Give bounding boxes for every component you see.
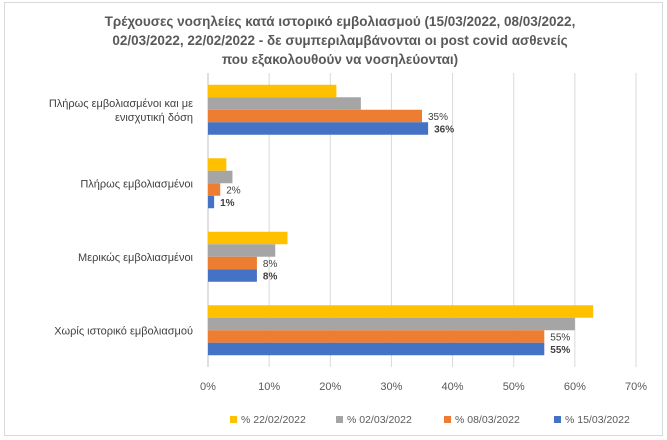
legend-swatch [444, 416, 451, 423]
data-label: 36% [434, 124, 454, 135]
bar [208, 269, 257, 282]
data-label: 55% [550, 332, 570, 343]
bar [208, 231, 288, 245]
category-label: Πλήρως εμβολιασμένοι και με [49, 98, 193, 110]
bar [208, 330, 545, 343]
data-label: 2% [226, 185, 241, 196]
data-label: 1% [220, 198, 235, 209]
bar [208, 195, 215, 209]
category-label: Πλήρως εμβολιασμένοι [80, 178, 193, 190]
data-label: 8% [263, 259, 278, 270]
x-tick-label: 60% [564, 381, 586, 393]
legend-swatch [336, 416, 343, 423]
bar [208, 122, 429, 135]
bar [208, 256, 257, 270]
legend-swatch [230, 416, 237, 423]
category-label: ενισχυτική δόση [115, 112, 193, 124]
bar [208, 170, 233, 184]
legend-swatch [554, 416, 561, 423]
data-label: 55% [550, 345, 570, 356]
chart-title-line-3: που εξακολουθούν να νοσηλεύονται) [221, 52, 459, 67]
legend-label: % 08/03/2022 [455, 414, 520, 426]
x-tick-label: 40% [442, 381, 464, 393]
bar [208, 158, 227, 171]
x-tick-label: 0% [200, 381, 216, 393]
category-label: Μερικώς εμβολιασμένοι [78, 252, 194, 264]
bar [208, 84, 337, 98]
chart-frame [4, 2, 663, 436]
bar [208, 183, 221, 196]
bar [208, 109, 422, 123]
legend-label: % 02/03/2022 [347, 414, 412, 426]
bar [208, 305, 594, 318]
x-tick-label: 30% [380, 381, 402, 393]
bar [208, 317, 575, 331]
legend-label: % 15/03/2022 [565, 414, 630, 426]
x-tick-label: 50% [503, 381, 525, 393]
legend-label: % 22/02/2022 [241, 414, 306, 426]
bar [208, 97, 361, 110]
chart-title-line-2: 02/03/2022, 22/02/2022 - δε συμπεριλαμβά… [112, 33, 568, 48]
x-tick-label: 20% [319, 381, 341, 393]
bar [208, 342, 545, 356]
x-tick-label: 10% [258, 381, 280, 393]
chart-title-line-1: Τρέχουσες νοσηλείες κατά ιστορικό εμβολι… [104, 14, 576, 29]
x-tick-label: 70% [625, 381, 647, 393]
bar [208, 244, 276, 257]
chart-title: Τρέχουσες νοσηλείες κατά ιστορικό εμβολι… [40, 12, 640, 69]
category-label: Χωρίς ιστορικό εμβολιασμού [54, 325, 193, 337]
data-label: 8% [263, 271, 278, 282]
data-label: 35% [428, 112, 448, 123]
